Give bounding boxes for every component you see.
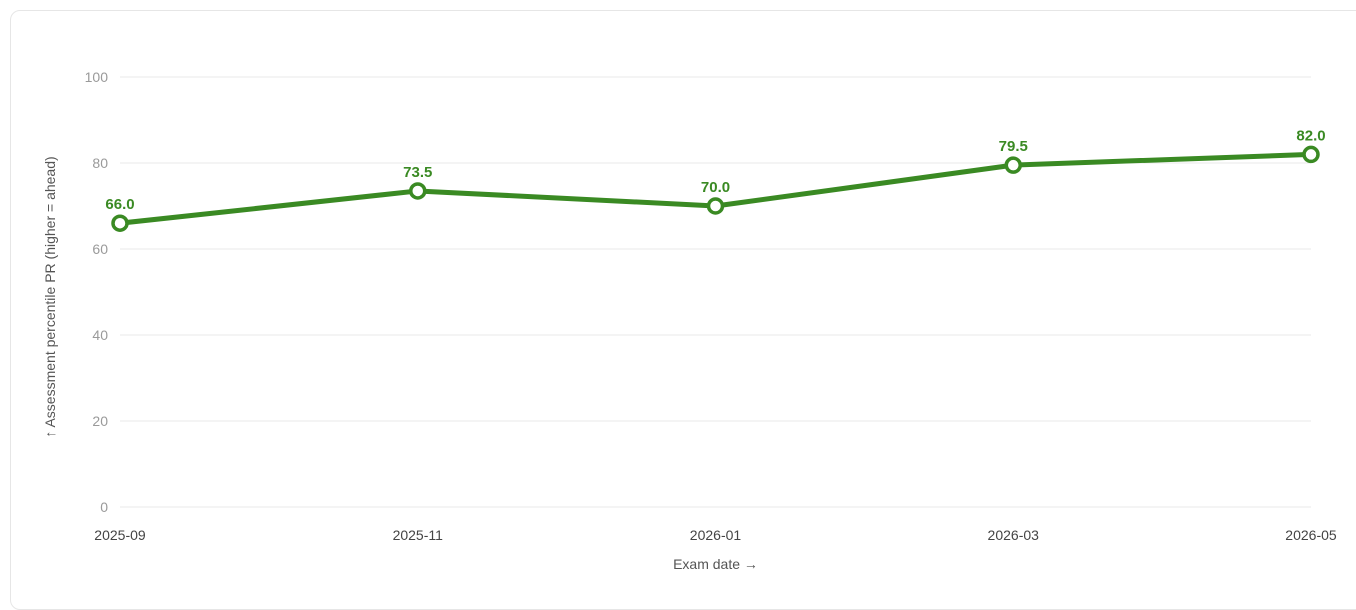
- data-label: 66.0: [105, 196, 134, 213]
- y-tick-label: 60: [92, 241, 108, 257]
- x-tick-label: 2026-05: [1285, 527, 1337, 543]
- grid-lines: [120, 76, 1311, 508]
- y-tick-labels: 0 20 40 60 80 100: [85, 69, 109, 515]
- x-tick-label: 2025-11: [393, 527, 444, 543]
- data-label: 70.0: [701, 179, 730, 196]
- y-tick-label: 40: [92, 327, 108, 343]
- data-point: [1302, 145, 1320, 164]
- chart-card: [10, 10, 1356, 610]
- x-tick-label: 2025-09: [94, 527, 146, 543]
- x-tick-labels: 2025-09 2025-11 2026-01 2026-03 2026-05: [94, 527, 1337, 543]
- y-axis-title: ↑ Assessment percentile PR (higher = ahe…: [42, 156, 58, 437]
- data-label: 79.5: [999, 138, 1028, 155]
- data-point: [111, 214, 129, 232]
- x-axis-title: Exam date →: [673, 556, 758, 572]
- y-tick-label: 100: [85, 69, 109, 85]
- data-points: [111, 145, 1320, 232]
- y-tick-label: 80: [92, 155, 108, 171]
- data-point: [706, 197, 725, 215]
- data-point: [1004, 156, 1022, 174]
- x-tick-label: 2026-01: [690, 527, 742, 543]
- y-tick-label: 0: [100, 499, 108, 515]
- data-labels: 66.0 73.5 70.0 79.5 82.0: [105, 127, 1325, 213]
- data-label: 73.5: [403, 164, 432, 181]
- x-tick-label: 2026-03: [988, 527, 1040, 543]
- y-tick-label: 20: [92, 413, 108, 429]
- data-label: 82.0: [1296, 127, 1325, 144]
- data-point: [409, 182, 427, 200]
